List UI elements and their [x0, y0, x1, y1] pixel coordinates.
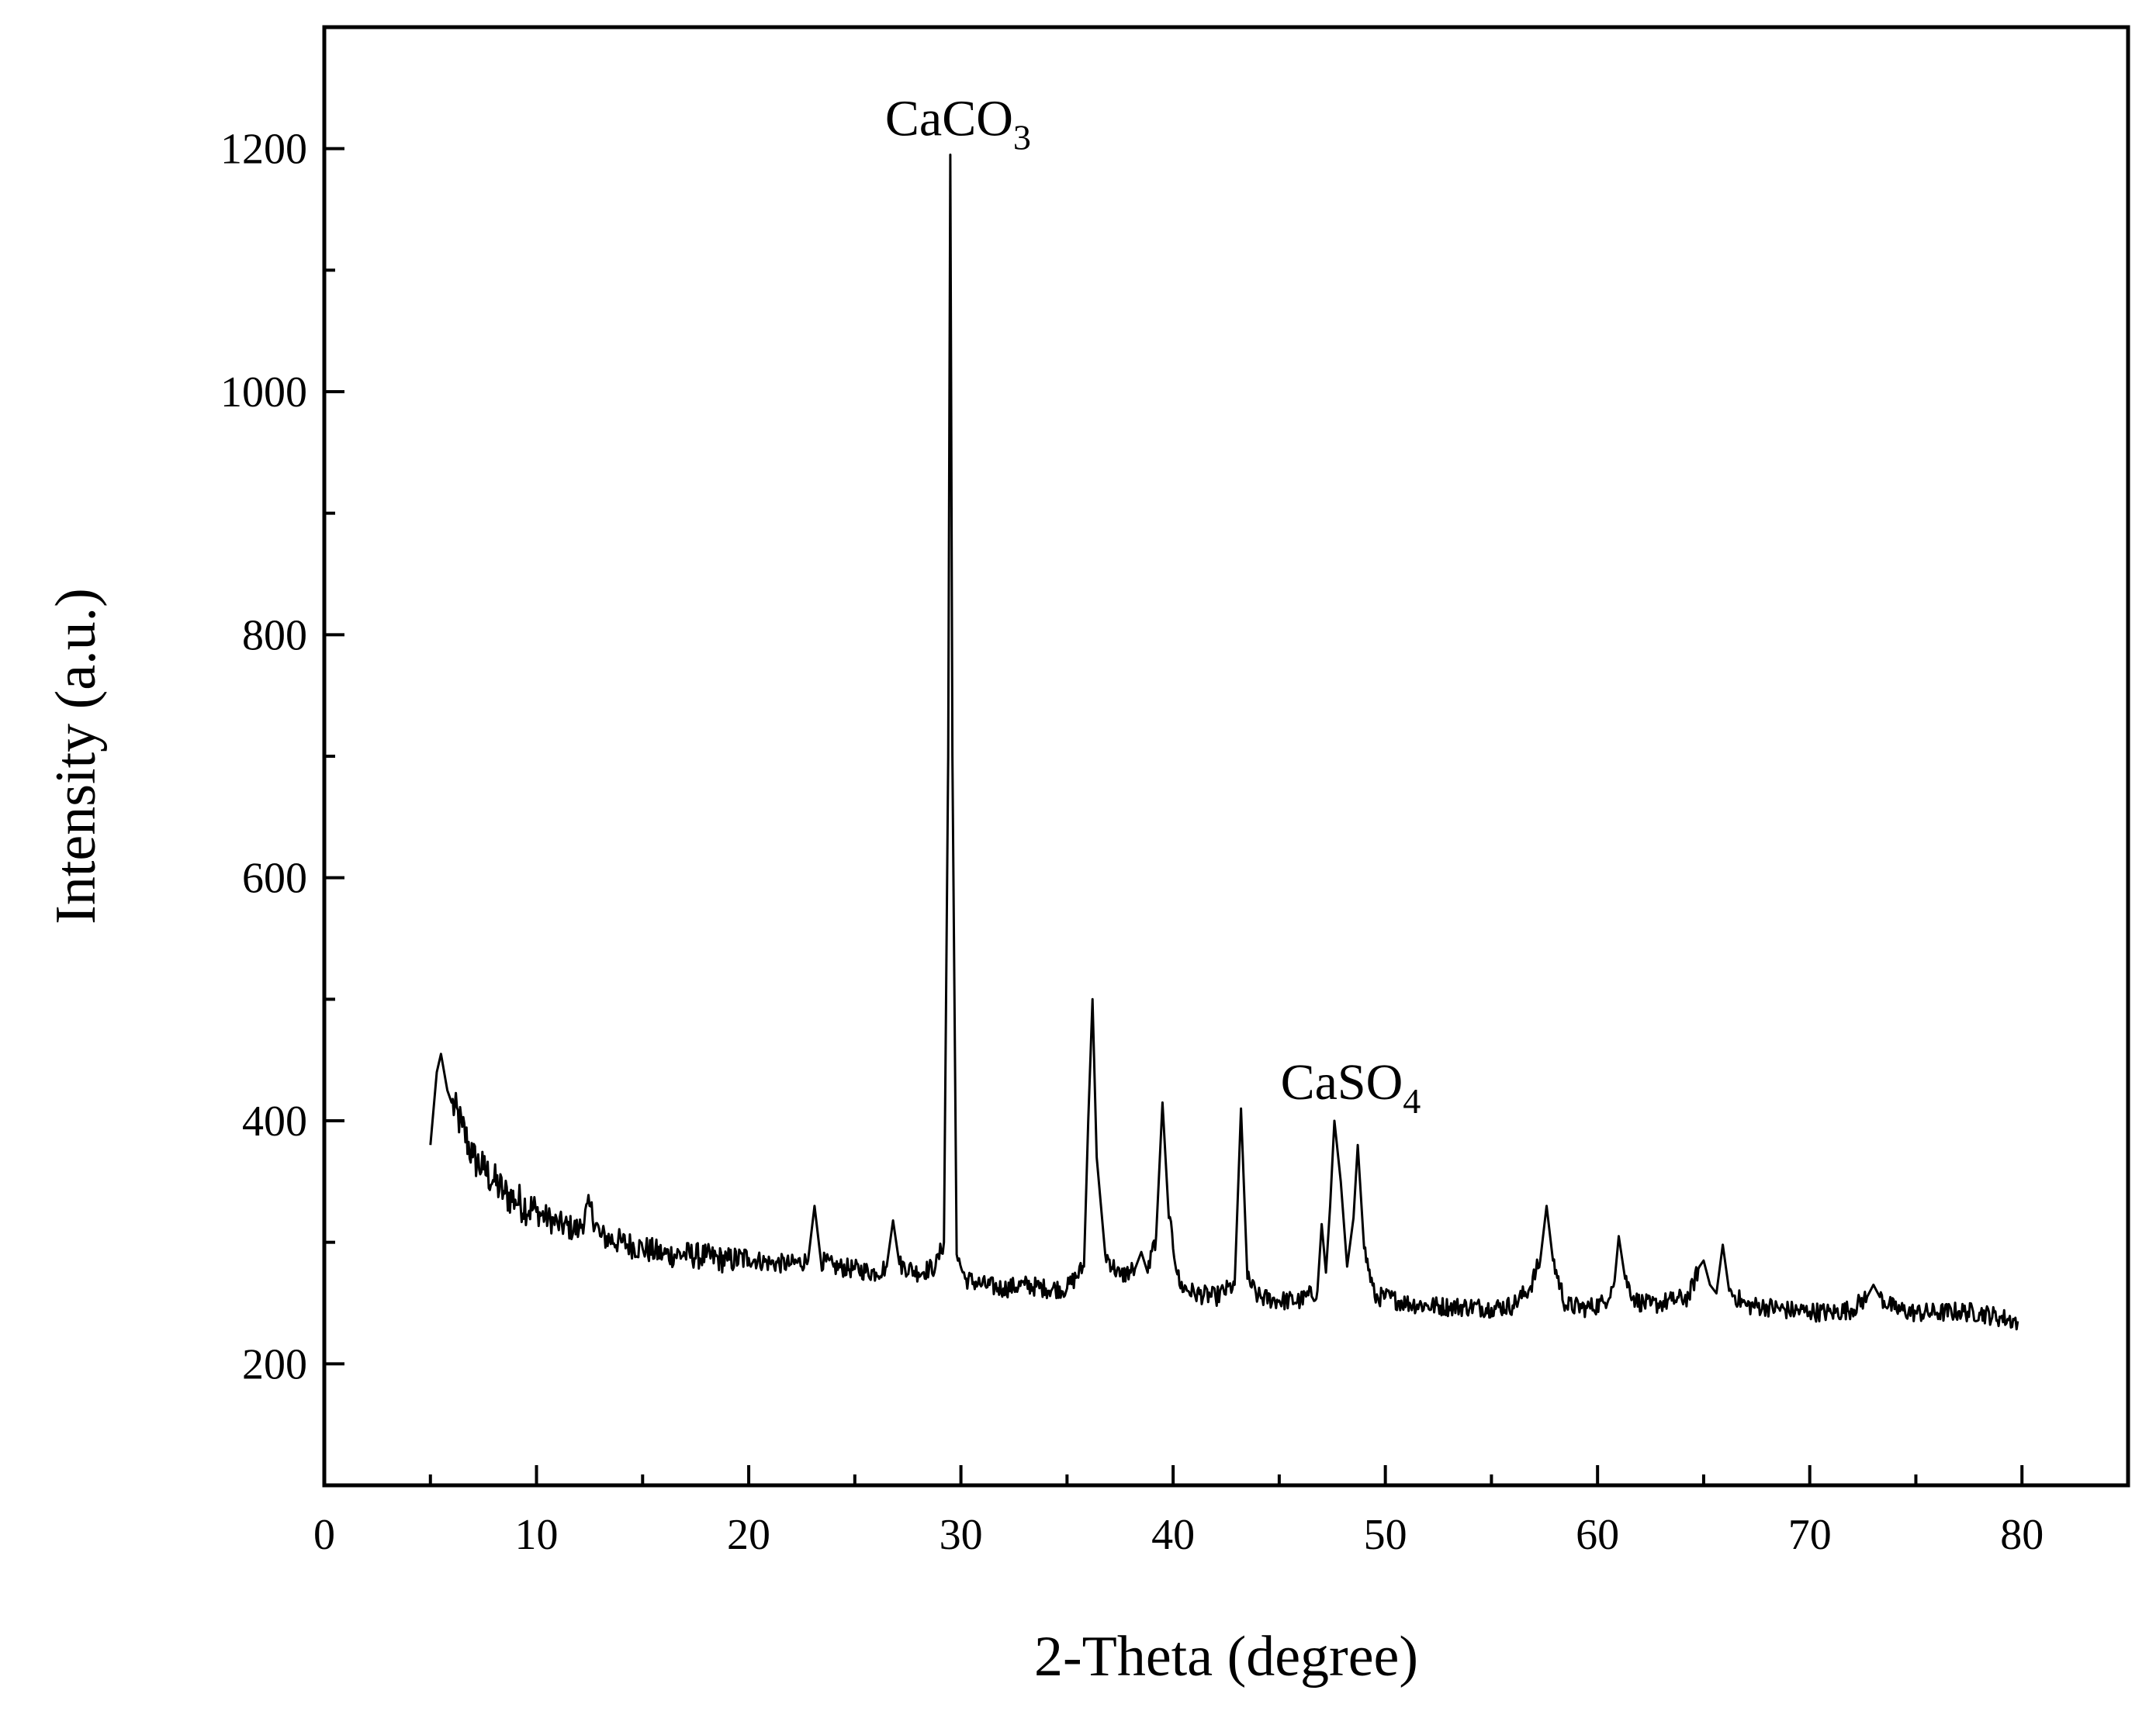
y-tick-label: 1000 [220, 368, 307, 417]
x-axis-title: 2-Theta (degree) [1034, 1625, 1418, 1689]
x-tick-label: 20 [727, 1511, 770, 1559]
x-tick-label: 70 [1788, 1511, 1832, 1559]
xrd-series-line [429, 154, 2019, 1331]
x-tick-label: 0 [313, 1511, 335, 1559]
y-tick-label: 1200 [220, 126, 307, 174]
y-tick-label: 800 [242, 611, 307, 659]
plot-area: 0 10 20 30 40 50 60 70 80 200 400 600 800 1000 1200 C… [220, 25, 2130, 1559]
x-tick-label: 10 [515, 1511, 559, 1559]
x-axis-ticks: 0 10 20 30 40 50 60 70 80 [313, 1465, 2044, 1559]
x-tick-label: 30 [940, 1511, 983, 1559]
peak-annotations: CaCO3 CaSO4 [885, 91, 1421, 1122]
x-tick-label: 40 [1151, 1511, 1195, 1559]
x-tick-label: 80 [2000, 1511, 2044, 1559]
caso4-label: CaSO4 [1281, 1054, 1421, 1121]
caco3-label: CaCO3 [885, 91, 1031, 157]
y-tick-label: 400 [242, 1098, 307, 1146]
y-tick-label: 600 [242, 855, 307, 903]
y-axis-ticks: 200 400 600 800 1000 1200 [220, 26, 344, 1388]
x-tick-label: 60 [1576, 1511, 1619, 1559]
x-tick-label: 50 [1364, 1511, 1407, 1559]
y-tick-label: 200 [242, 1340, 307, 1388]
plot-frame [322, 25, 2130, 1488]
y-axis-title: Intensity (a.u.) [44, 588, 108, 925]
